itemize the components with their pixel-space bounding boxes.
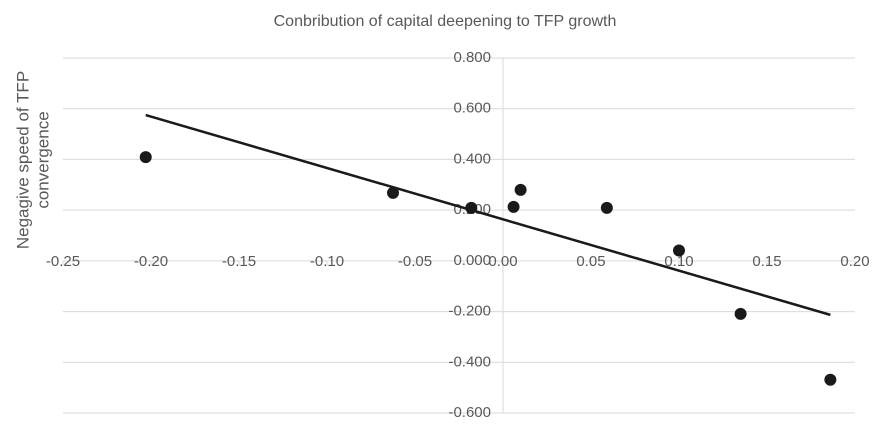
y-tick-label: 0.000 [453, 252, 491, 269]
x-tick-label: -0.15 [222, 253, 256, 270]
point [507, 200, 520, 213]
y-tick-label: -0.400 [448, 353, 491, 370]
y-tick-label: 0.600 [453, 100, 491, 117]
y-axis-label: convergence [33, 111, 52, 208]
trend-line [145, 113, 831, 317]
chart-title: Conbribution of capital deepening to TFP… [274, 13, 617, 30]
y-tick-label: 0.800 [453, 49, 491, 66]
x-tick-label: 0.15 [752, 253, 781, 270]
y-tick-label: -0.600 [448, 404, 491, 421]
point [465, 201, 478, 214]
point [673, 244, 685, 257]
point [824, 373, 837, 386]
x-tick-label: -0.10 [310, 253, 344, 270]
x-tick-label: -0.05 [398, 253, 432, 270]
point [139, 151, 152, 164]
x-tick-label: -0.25 [46, 253, 80, 270]
point [600, 201, 613, 214]
y-tick-label: 0.400 [453, 150, 491, 167]
x-tick-label: 0.05 [576, 253, 605, 270]
x-tick-label: 0.20 [840, 253, 869, 270]
point [734, 307, 747, 320]
point [387, 186, 399, 199]
point [514, 183, 527, 196]
x-tick-label: 0.00 [488, 253, 517, 270]
y-tick-label: -0.200 [448, 303, 491, 320]
x-tick-label: 0.10 [664, 253, 693, 270]
x-tick-label: -0.20 [134, 253, 168, 270]
y-axis-label: Negagive speed of TFP [13, 71, 32, 249]
